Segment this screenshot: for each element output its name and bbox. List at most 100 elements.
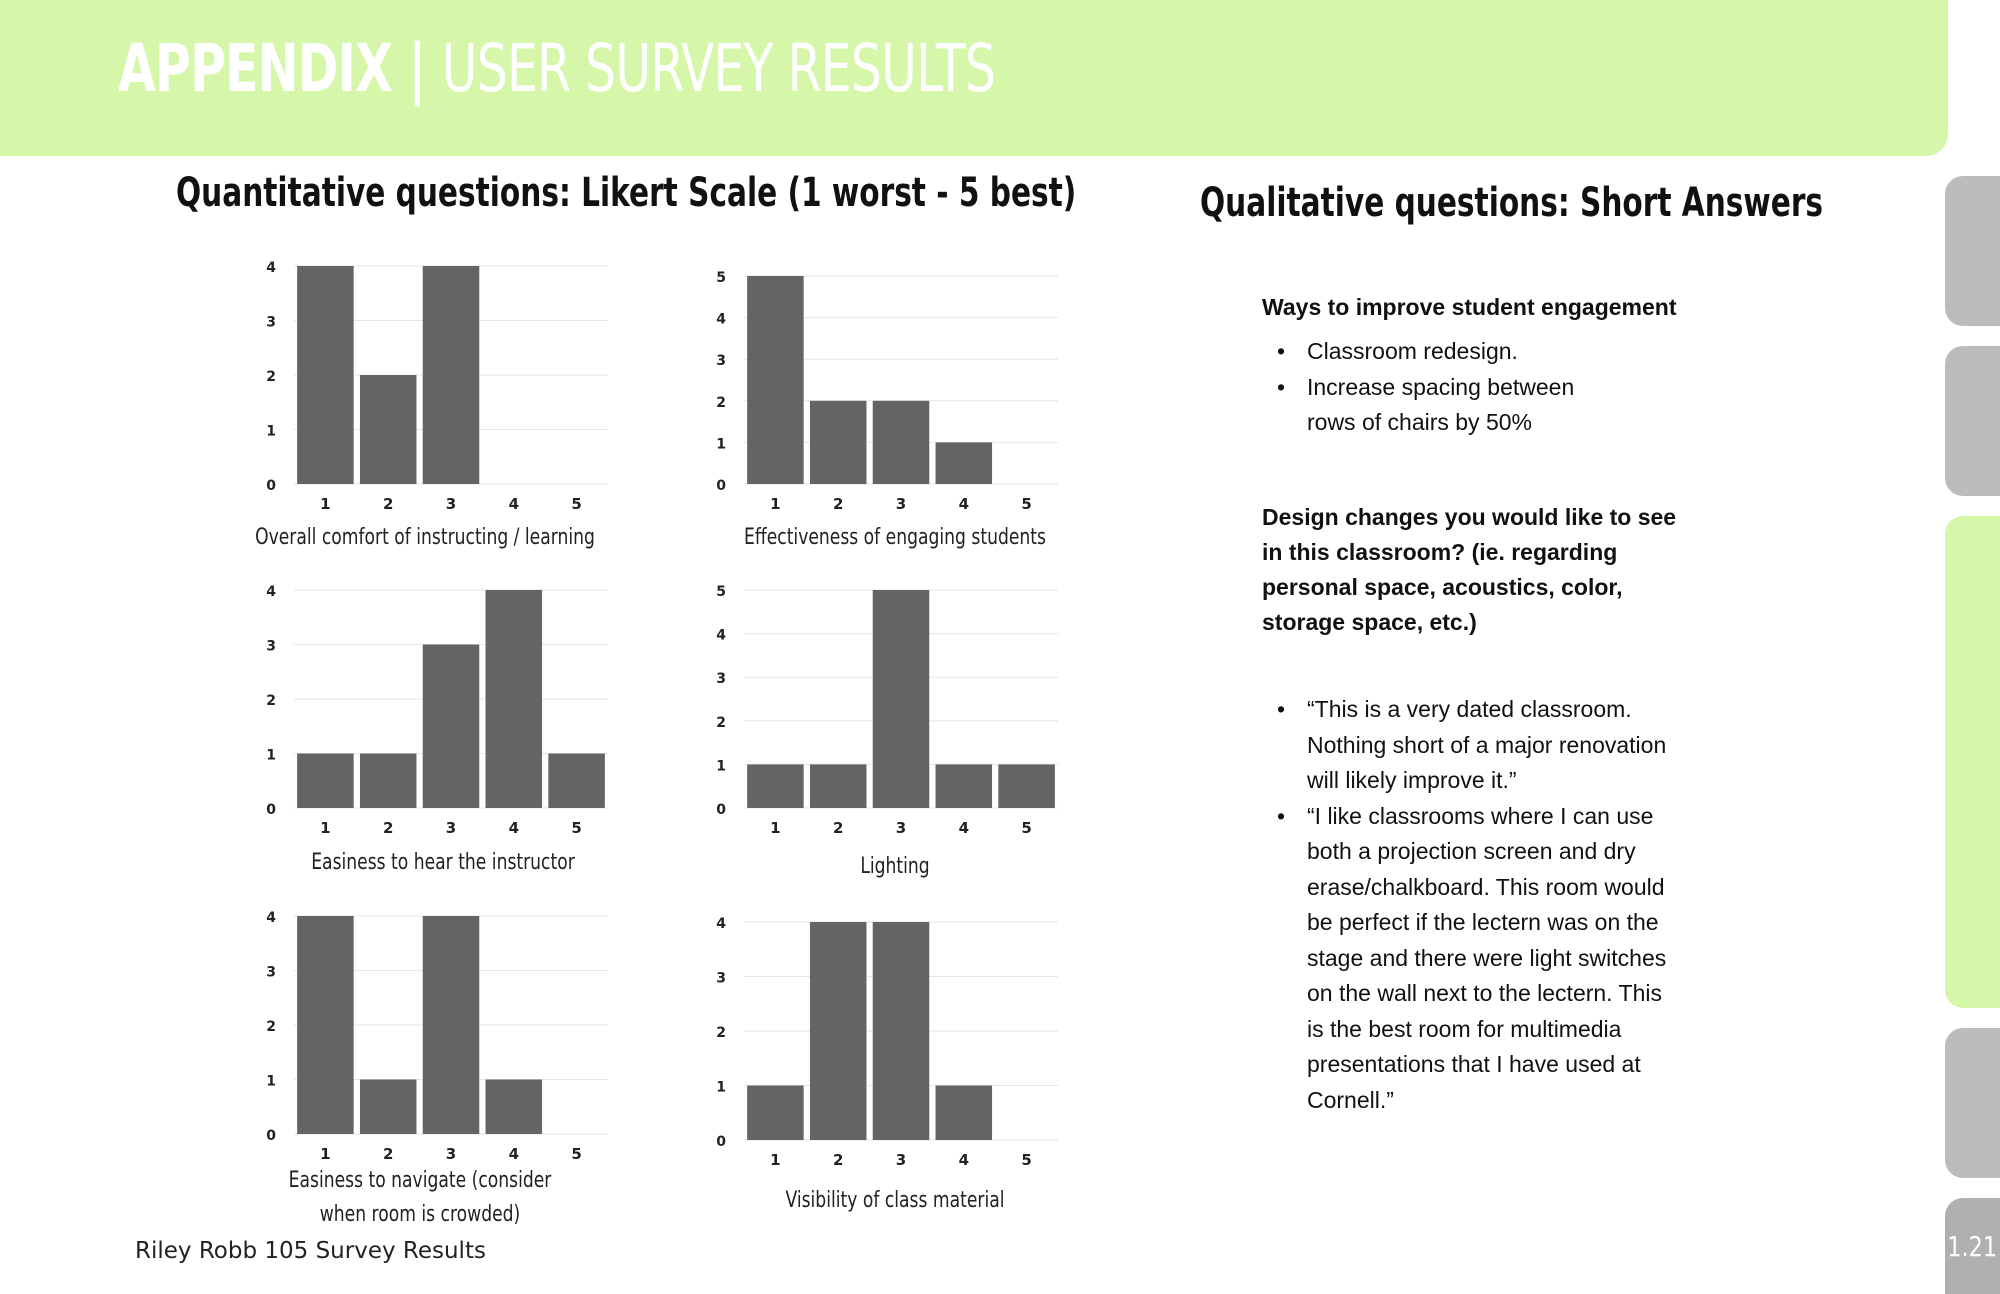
qualitative-title-bold: Qualitative questions: [1200, 180, 1570, 226]
bar [422, 644, 480, 808]
page-number: 1.21 [1945, 1198, 2000, 1294]
question-heading: Design changes you would like to see in … [1262, 504, 1677, 635]
bar [809, 764, 867, 808]
y-tick-label: 3 [716, 671, 726, 687]
x-tick-label: 1 [770, 1151, 780, 1169]
chart-lighting: 0 1 2 3 4 5 1 2 3 4 5 Lighting [710, 582, 1170, 912]
qualitative-question-2: Design changes you would like to see in … [1262, 500, 1682, 1118]
y-tick-label: 2 [266, 1019, 276, 1035]
page-number-label: 1.21 [1947, 1229, 1998, 1263]
x-tick-label: 1 [770, 819, 780, 837]
footer-text: Riley Robb 105 Survey Results [135, 1238, 486, 1264]
y-tick-label: 0 [266, 1128, 276, 1144]
x-tick-label: 2 [833, 1151, 843, 1169]
bar [548, 753, 605, 808]
y-tick-label: 3 [266, 965, 276, 981]
x-tick-label: 3 [896, 819, 906, 837]
qualitative-title-light: Short Answers [1569, 180, 1824, 226]
bar [297, 753, 354, 808]
y-tick-label: 4 [266, 260, 276, 276]
y-tick-label: 0 [716, 802, 726, 818]
qualitative-title: Qualitative questions: Short Answers [1200, 180, 1823, 226]
y-tick-label: 5 [716, 270, 726, 286]
y-tick-label: 2 [716, 395, 726, 411]
y-tick-label: 1 [266, 748, 276, 764]
x-tick-label: 3 [896, 1151, 906, 1169]
bar [935, 1085, 993, 1140]
chart-visibility: 0 1 2 3 4 1 2 3 4 5 Visibility of class material [710, 914, 1170, 1244]
x-tick-label: 3 [896, 495, 906, 513]
y-tick-label: 2 [266, 369, 276, 385]
page-title: APPENDIX | USER SURVEY RESULTS [118, 30, 996, 107]
x-tick-label: 5 [1021, 1151, 1031, 1169]
chart-svg: 0 1 2 3 4 1 2 3 4 5 [266, 584, 608, 837]
question-heading: Ways to improve student engagement [1262, 294, 1677, 320]
chart-hear-instructor: 0 1 2 3 4 1 2 3 4 5 Easiness to hear the instruct… [260, 582, 720, 912]
bar [422, 266, 480, 484]
header-banner: APPENDIX | USER SURVEY RESULTS [0, 0, 1948, 156]
y-tick-label: 2 [716, 1025, 726, 1041]
bar [485, 1079, 543, 1134]
bar [747, 1085, 804, 1140]
y-tick-label: 3 [716, 353, 726, 369]
y-tick-label: 4 [716, 916, 726, 932]
chart-svg: 0 1 2 3 4 5 1 2 3 4 5 [716, 584, 1058, 837]
chart-svg: 0 1 2 3 4 1 2 3 4 5 [266, 260, 608, 513]
x-tick-label: 4 [509, 495, 519, 513]
section-tab-active[interactable] [1945, 516, 2000, 1008]
y-tick-label: 1 [716, 436, 726, 452]
y-tick-label: 5 [716, 584, 726, 600]
x-tick-label: 5 [1021, 495, 1031, 513]
section-tab[interactable] [1945, 176, 2000, 326]
x-tick-label: 3 [446, 495, 456, 513]
x-tick-label: 2 [833, 819, 843, 837]
x-tick-label: 5 [571, 495, 581, 513]
y-tick-label: 4 [716, 628, 726, 644]
section-tab[interactable] [1945, 346, 2000, 496]
section-tab[interactable] [1945, 1028, 2000, 1178]
bar [359, 375, 417, 484]
y-tick-label: 3 [266, 315, 276, 331]
x-tick-label: 4 [509, 819, 519, 837]
chart-engagement: 0 1 2 3 4 5 1 2 3 4 5 Effectiveness of engaging st… [710, 268, 1170, 598]
y-tick-label: 3 [266, 639, 276, 655]
x-tick-label: 4 [509, 1145, 519, 1163]
chart-navigate: 0 1 2 3 4 1 2 3 4 5 Easiness to navigate (conside… [260, 908, 720, 1238]
answer-list: “This is a very dated classroom. Nothing… [1262, 692, 1682, 1118]
chart-svg: 0 1 2 3 4 5 1 2 3 4 5 [716, 270, 1058, 513]
x-tick-label: 5 [571, 1145, 581, 1163]
quantitative-title: Quantitative questions: Likert Scale (1 … [176, 170, 1076, 216]
x-tick-label: 2 [383, 495, 393, 513]
chart-svg: 0 1 2 3 4 1 2 3 4 5 [266, 910, 608, 1163]
y-tick-label: 1 [716, 758, 726, 774]
bar [297, 266, 354, 484]
chart-caption: Effectiveness of engaging students [744, 525, 1046, 550]
bar [809, 400, 867, 484]
qualitative-question-1: Ways to improve student engagement Class… [1262, 290, 1702, 441]
y-tick-label: 0 [266, 478, 276, 494]
x-tick-label: 1 [770, 495, 780, 513]
y-tick-label: 0 [716, 1134, 726, 1150]
x-tick-label: 3 [446, 819, 456, 837]
bar [485, 590, 543, 808]
bar [935, 764, 993, 808]
x-tick-label: 2 [833, 495, 843, 513]
y-tick-label: 4 [716, 312, 726, 328]
answer-item: “I like classrooms where I can use both … [1262, 799, 1682, 1119]
y-tick-label: 0 [716, 478, 726, 494]
answer-item: Increase spacing between rows of chairs … [1262, 370, 1622, 441]
bar [297, 916, 354, 1134]
chart-caption: Easiness to hear the instructor [311, 850, 575, 875]
x-tick-label: 2 [383, 819, 393, 837]
answer-item: Classroom redesign. [1262, 334, 1622, 370]
bar [809, 922, 867, 1140]
x-tick-label: 4 [959, 1151, 969, 1169]
y-tick-label: 2 [266, 693, 276, 709]
chart-caption: Easiness to navigate (consider when room… [288, 1168, 552, 1227]
x-tick-label: 5 [1021, 819, 1031, 837]
x-tick-label: 2 [383, 1145, 393, 1163]
x-tick-label: 1 [320, 819, 330, 837]
bar [872, 400, 930, 484]
bar [935, 442, 993, 484]
chart-caption: Overall comfort of instructing / learnin… [255, 525, 595, 550]
